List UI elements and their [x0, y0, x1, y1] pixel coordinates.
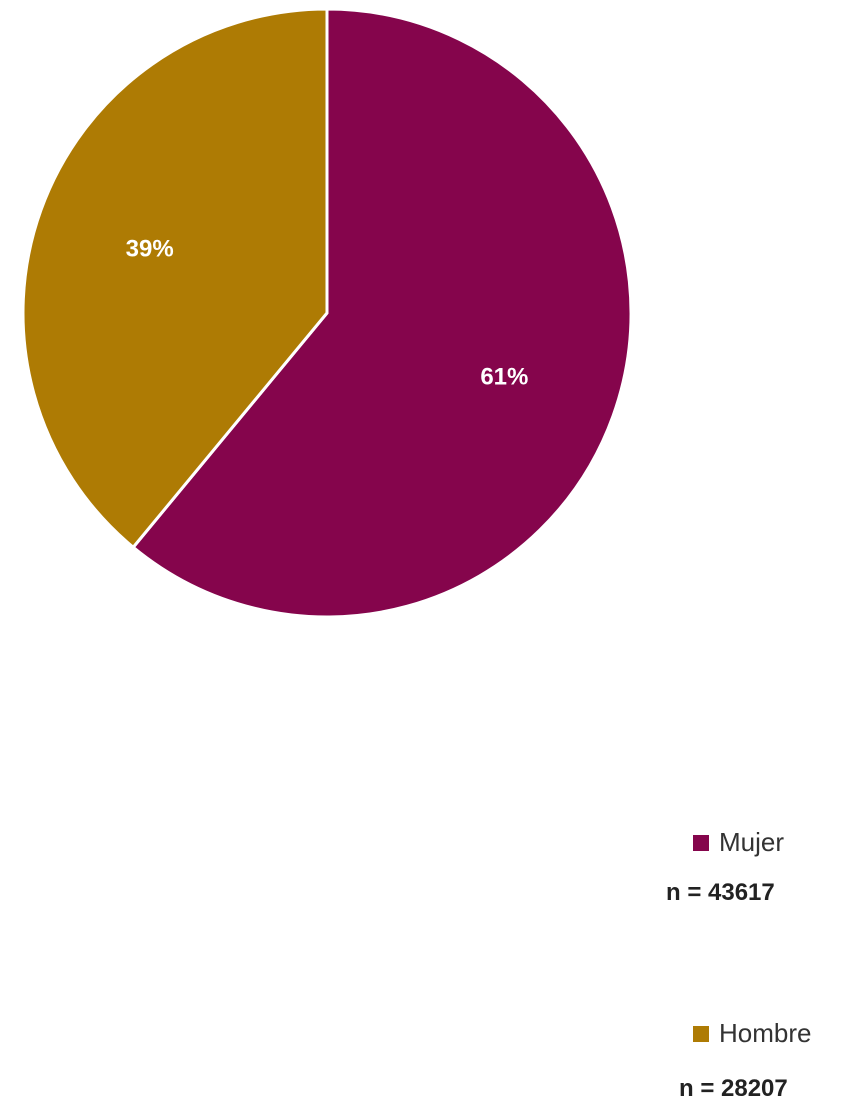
legend-label-hombre: Hombre	[719, 1018, 812, 1048]
pie-chart-svg: 61% 39%	[21, 7, 633, 619]
pie-slice-mujer	[131, 7, 633, 619]
data-label-mujer: 61%	[480, 363, 528, 390]
pie-slices	[21, 7, 633, 619]
legend-item-hombre: Hombre	[693, 1018, 811, 1049]
data-label-hombre: 39%	[126, 236, 174, 263]
pie-slice-hombre	[21, 7, 329, 549]
pie-chart: 61% 39% Mujer n = 43617 Hombre n = 28207	[21, 7, 811, 1102]
pie-data-labels: 61% 39%	[126, 236, 529, 391]
legend-count-mujer: n = 43617	[666, 879, 775, 906]
legend-item-mujer: Mujer	[693, 827, 784, 858]
legend-count-hombre: n = 28207	[679, 1075, 788, 1102]
legend-label-mujer: Mujer	[719, 827, 785, 857]
legend-swatch-mujer	[693, 834, 709, 851]
legend-swatch-hombre	[693, 1025, 709, 1042]
